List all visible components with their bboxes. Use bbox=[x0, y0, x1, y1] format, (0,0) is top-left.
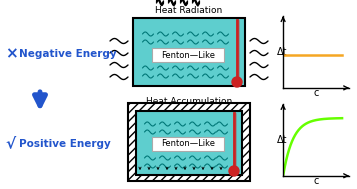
Bar bbox=[133, 18, 245, 86]
X-axis label: c: c bbox=[313, 88, 319, 98]
Y-axis label: Δt: Δt bbox=[276, 135, 287, 145]
Text: ×: × bbox=[5, 46, 18, 61]
Circle shape bbox=[232, 77, 242, 87]
Text: Heat Accumulation: Heat Accumulation bbox=[146, 97, 232, 106]
Text: Positive Energy: Positive Energy bbox=[19, 139, 111, 149]
Bar bbox=[136, 111, 242, 175]
Y-axis label: Δt: Δt bbox=[276, 47, 287, 57]
Text: Fenton—Like: Fenton—Like bbox=[161, 50, 215, 60]
Circle shape bbox=[229, 166, 239, 176]
Bar bbox=[128, 103, 250, 181]
X-axis label: c: c bbox=[313, 176, 319, 186]
Text: Negative Energy: Negative Energy bbox=[19, 49, 117, 59]
Bar bbox=[152, 137, 224, 151]
Bar bbox=[152, 48, 224, 62]
Text: Fenton—Like: Fenton—Like bbox=[161, 139, 215, 149]
Text: √: √ bbox=[5, 136, 15, 152]
Text: Heat Radiation: Heat Radiation bbox=[155, 6, 223, 15]
